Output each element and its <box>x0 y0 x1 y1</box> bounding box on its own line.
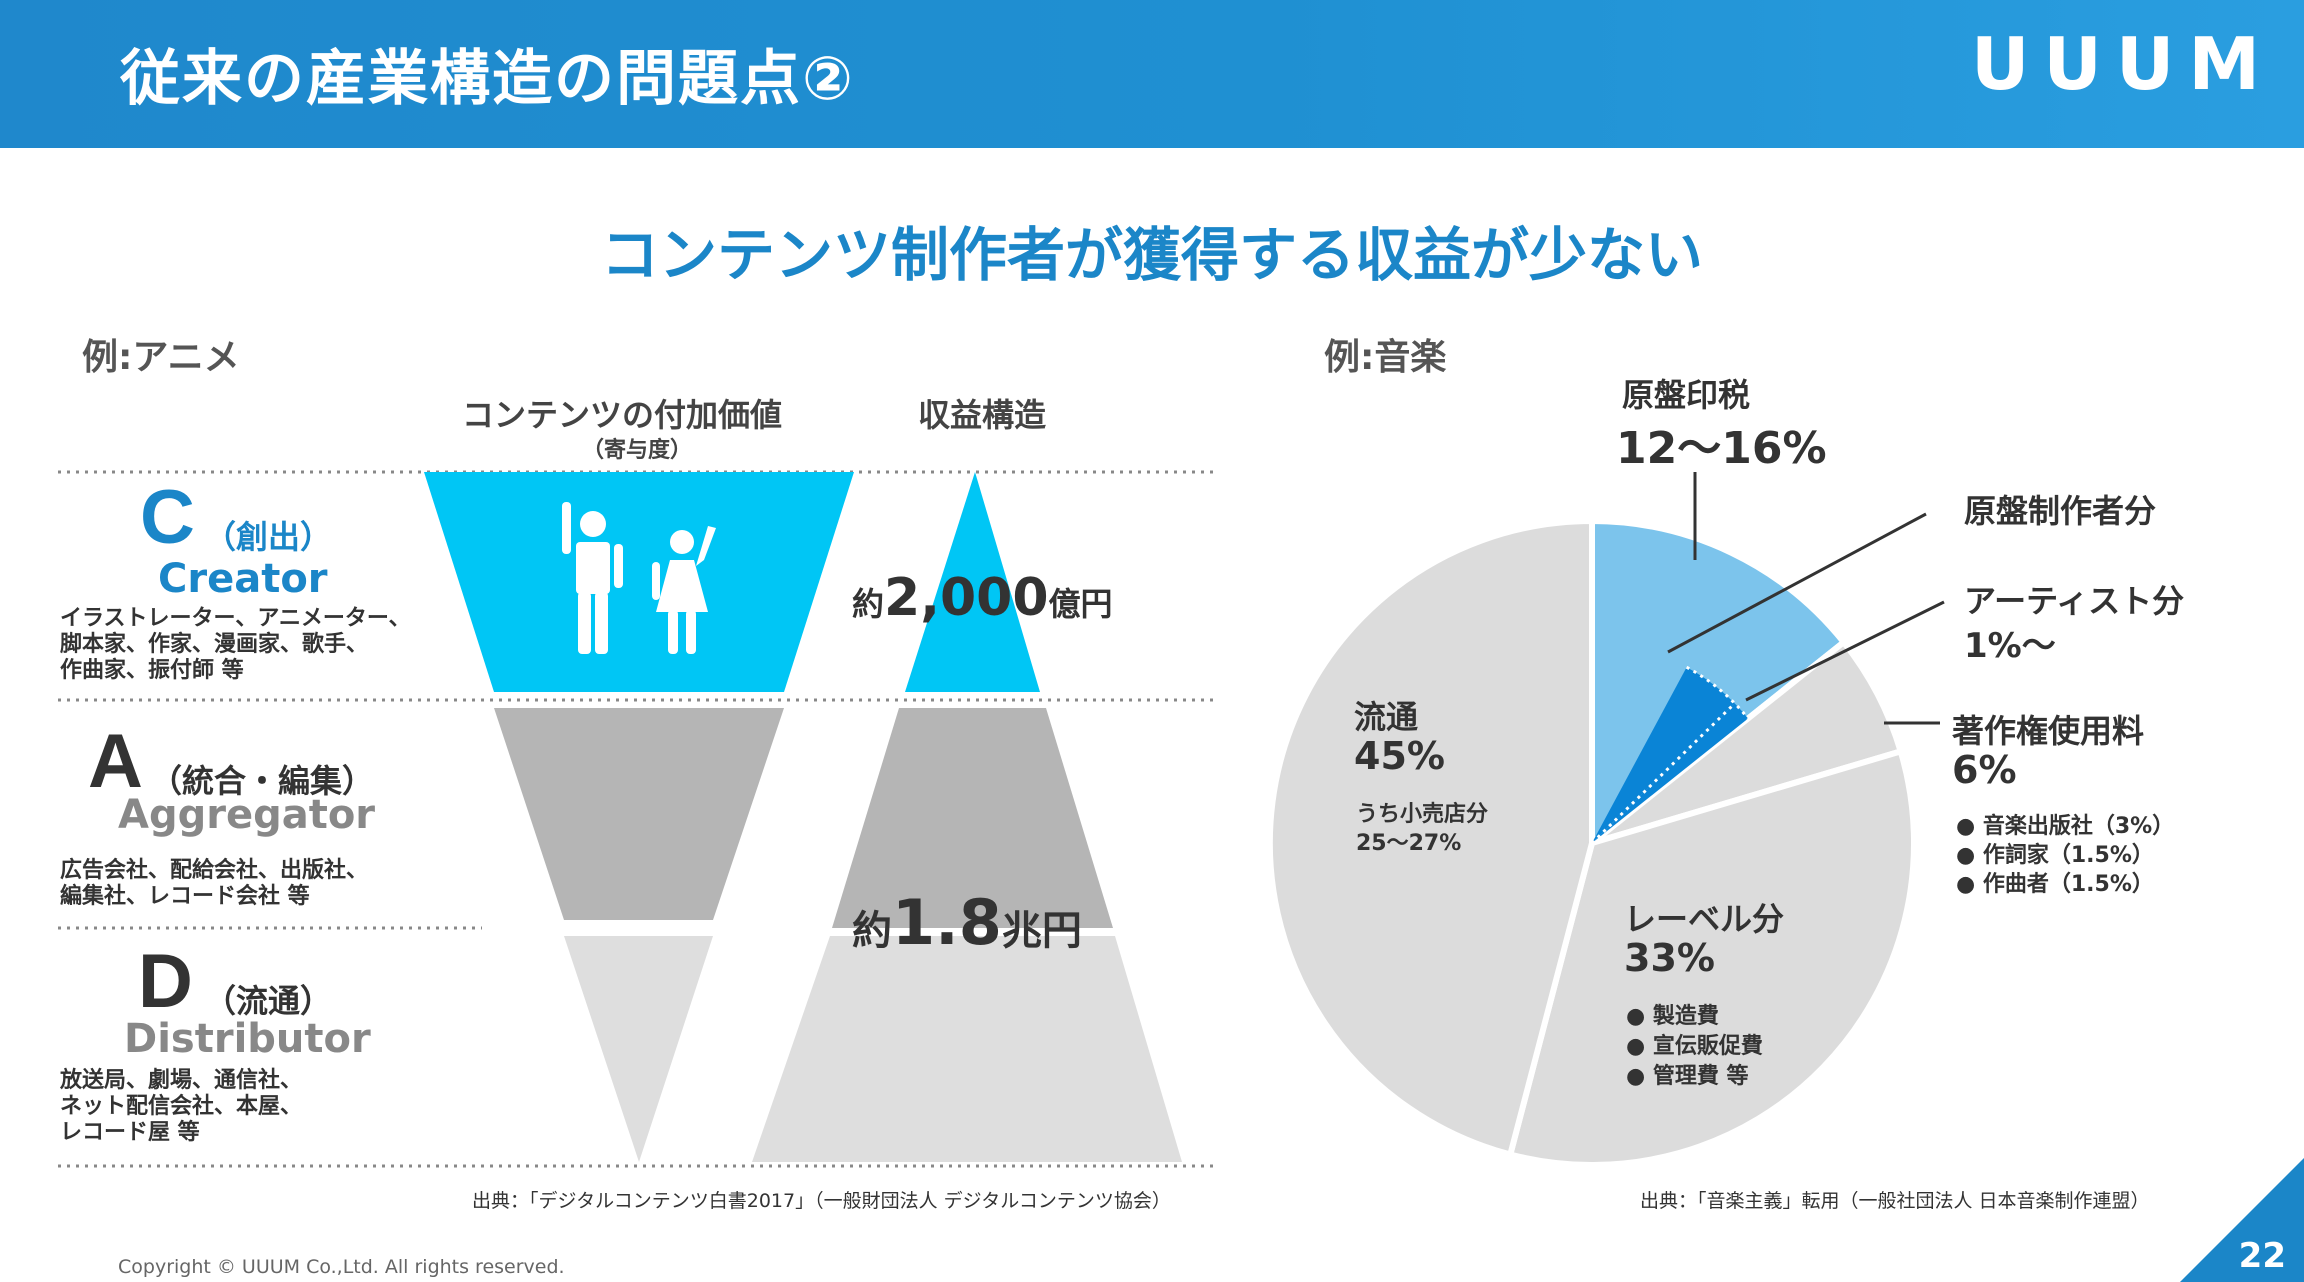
label-label-share: レーベル分 <box>1624 900 1785 938</box>
header-bar: 従来の産業構造の問題点② UUUM <box>0 0 2304 148</box>
layer-desc-c: イラストレーター、アニメーター、 脚本家、作家、漫画家、歌手、 作曲家、振付師 … <box>60 606 411 684</box>
copyright-notice: Copyright © UUUM Co.,Ltd. All rights res… <box>118 1256 565 1278</box>
desc-line: 編集社、レコード会社 等 <box>60 884 310 909</box>
revenue-column-header: 収益構造 <box>918 396 1047 434</box>
detail-line: ● 作曲者（1.5%） <box>1956 872 2154 897</box>
male-figure-icon <box>562 502 623 654</box>
desc-line: レコード屋 等 <box>60 1120 200 1145</box>
label-artist-pct: 1%〜 <box>1964 626 2056 666</box>
anime-source: 出典：「デジタルコンテンツ白書2017」（一般財団法人 デジタルコンテンツ協会） <box>472 1190 1171 1212</box>
layer-letter-d: D <box>138 939 193 1024</box>
revenue-unit: 億円 <box>1048 585 1113 623</box>
label-master-royalty-pct: 12〜16% <box>1616 423 1827 474</box>
label-copyright-pct: 6% <box>1952 748 2017 792</box>
leader-master-producer <box>1667 512 1927 654</box>
female-figure-icon <box>652 526 716 654</box>
slide-subtitle: コンテンツ制作者が獲得する収益が少ない <box>600 221 1703 289</box>
page-number: 22 <box>2238 1236 2286 1276</box>
desc-line: 放送局、劇場、通信社、 <box>60 1068 303 1093</box>
label-artist: アーティスト分 <box>1964 582 2185 620</box>
label-master-royalty: 原盤印税 <box>1622 376 1751 414</box>
layer-role-c: （創出） <box>204 518 333 556</box>
desc-line: 作曲家、振付師 等 <box>60 658 244 683</box>
layer-desc-a: 広告会社、配給会社、出版社、 編集社、レコード会社 等 <box>60 858 368 910</box>
page-corner-triangle <box>2180 1158 2304 1282</box>
label-share-details: ● 製造費 ● 宣伝販促費 ● 管理費 等 <box>1626 1002 1763 1092</box>
pie-slice-distribution <box>1266 517 1595 1159</box>
layer-letter-c: C <box>140 475 195 560</box>
revenue-value: 1.8 <box>892 886 1002 959</box>
music-section-label: 例:音楽 <box>1324 337 1447 378</box>
revenue-prefix: 約 <box>852 908 892 954</box>
layer-role-a: （統合・編集） <box>150 762 375 800</box>
pie-subslice-divider <box>1590 665 1750 845</box>
value-column-subheader: （寄与度） <box>582 438 693 463</box>
layer-english-a: Aggregator <box>118 792 376 838</box>
desc-line: イラストレーター、アニメーター、 <box>60 606 411 631</box>
pie-subslice-master-producer <box>1592 667 1735 843</box>
label-distribution: 流通 <box>1354 698 1419 736</box>
revenue-prefix: 約 <box>852 585 885 623</box>
distribution-details: うち小売店分 25〜27% <box>1356 800 1488 858</box>
music-source: 出典：「音楽主義」転用（一般社団法人 日本音楽制作連盟） <box>1640 1190 2150 1212</box>
value-column-header: コンテンツの付加価値 <box>462 396 783 434</box>
label-copyright: 著作権使用料 <box>1952 712 2145 750</box>
label-distribution-pct: 45% <box>1354 734 1445 778</box>
desc-line: 広告会社、配給会社、出版社、 <box>60 858 369 883</box>
revenue-total-label: 約1.8兆円 <box>852 886 1082 959</box>
detail-line: ● 音楽出版社（3%） <box>1956 814 2175 839</box>
page-title: 従来の産業構造の問題点② <box>120 44 855 114</box>
value-band-creator <box>424 472 854 692</box>
revenue-band-aggregator <box>832 708 1113 928</box>
layer-letter-a: A <box>88 719 143 804</box>
copyright-details: ● 音楽出版社（3%） ● 作詞家（1.5%） ● 作曲者（1.5%） <box>1956 812 2174 899</box>
uuum-logo: UUUM <box>1970 22 2274 106</box>
anime-section-label: 例:アニメ <box>82 337 240 378</box>
revenue-band-distributor <box>752 936 1182 1162</box>
detail-line: 25〜27% <box>1356 831 1462 856</box>
desc-line: 脚本家、作家、漫画家、歌手、 <box>60 632 369 657</box>
revenue-value: 2,000 <box>884 568 1049 628</box>
revenue-band-creator <box>905 472 1040 692</box>
detail-line: ● 管理費 等 <box>1626 1064 1749 1089</box>
leader-artist <box>1745 600 1945 702</box>
layer-desc-d: 放送局、劇場、通信社、 ネット配信会社、本屋、 レコード屋 等 <box>60 1068 302 1146</box>
value-band-aggregator <box>494 708 784 920</box>
desc-line: ネット配信会社、本屋、 <box>60 1094 303 1119</box>
layer-english-c: Creator <box>158 556 328 602</box>
label-master-producer: 原盤制作者分 <box>1964 492 2157 530</box>
value-band-distributor <box>564 936 713 1162</box>
layer-role-d: （流通） <box>204 982 333 1020</box>
detail-line: ● 作詞家（1.5%） <box>1956 843 2154 868</box>
layer-english-d: Distributor <box>124 1016 371 1062</box>
pie-slice-label <box>1506 747 1917 1168</box>
revenue-creator-label: 約2,000億円 <box>852 568 1113 628</box>
detail-line: ● 製造費 <box>1626 1004 1719 1029</box>
detail-line: ● 宣伝販促費 <box>1626 1034 1763 1059</box>
label-label-share-pct: 33% <box>1624 936 1715 980</box>
detail-line: うち小売店分 <box>1356 802 1489 827</box>
revenue-unit: 兆円 <box>1001 908 1082 954</box>
pie-subslice-artist <box>1592 703 1749 843</box>
